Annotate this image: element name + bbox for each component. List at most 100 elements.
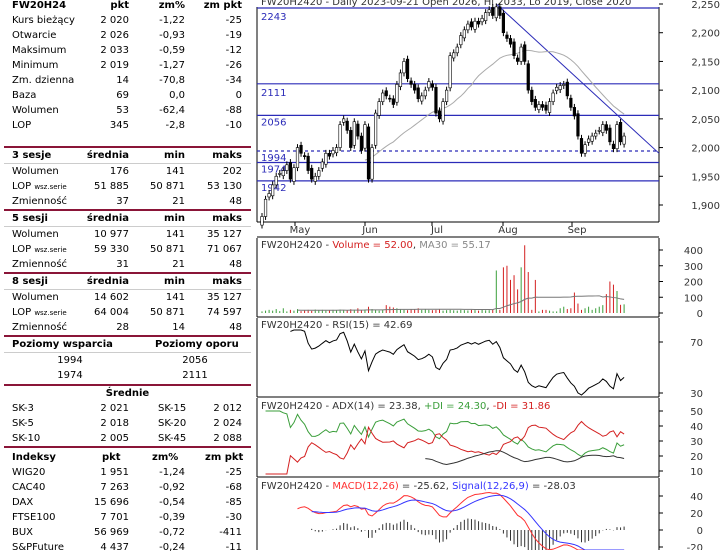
index-value: 7 263 xyxy=(100,482,129,493)
sessions-value: 53 130 xyxy=(207,181,242,192)
quote-label: Kurs bieżący xyxy=(12,15,75,26)
sessions-value: 202 xyxy=(222,166,242,177)
average-value: 2 088 xyxy=(213,433,242,444)
candle xyxy=(317,170,321,177)
candle xyxy=(363,124,367,149)
candle xyxy=(565,81,569,97)
candle xyxy=(551,92,555,102)
row-label: Zmienność xyxy=(12,322,68,333)
quote-row: Otwarcie 2 026 -0,93 -19 xyxy=(0,28,255,43)
sessions-value: 74 597 xyxy=(207,307,242,318)
sessions-value: 28 xyxy=(116,322,129,333)
candle xyxy=(331,150,335,155)
candle xyxy=(487,9,491,13)
signal-line xyxy=(311,494,625,551)
quote-value: -88 xyxy=(225,105,242,116)
candle xyxy=(366,126,371,180)
index-name: BUX xyxy=(12,527,34,538)
macd-tick-label: 40 xyxy=(690,492,703,503)
index-name: FTSE100 xyxy=(12,512,56,523)
index-value: -30 xyxy=(225,512,242,523)
volume-tick-label: 0 xyxy=(697,309,703,320)
index-value: 56 969 xyxy=(94,527,129,538)
index-value: -0,24 xyxy=(159,542,185,553)
candle xyxy=(601,124,605,133)
candle xyxy=(377,101,381,116)
candle xyxy=(374,112,378,146)
sessions-value: 48 xyxy=(229,196,242,207)
average-row: SK-5 2 018 SK-20 2 024 xyxy=(0,416,255,431)
sessions-col: min xyxy=(164,276,185,287)
sessions-value: 21 xyxy=(172,196,185,207)
average-row: SK-3 2 021 SK-15 2 012 xyxy=(0,401,255,416)
volume-tick-label: 300 xyxy=(684,262,703,273)
candle xyxy=(476,20,481,25)
index-value: -411 xyxy=(219,527,242,538)
levels-header: Poziomy wsparcia Poziomy oporu xyxy=(0,337,255,352)
price-tick-label: 1,950 xyxy=(691,172,720,183)
col-zm-pkt: zm pkt xyxy=(205,452,244,463)
index-row: DAX 15 696 -0,54 -85 xyxy=(0,495,255,510)
index-value: 15 696 xyxy=(94,497,129,508)
sessions-value: 141 xyxy=(165,229,185,240)
candle xyxy=(313,175,317,182)
level-label: 2111 xyxy=(261,88,286,99)
average-label: SK-10 xyxy=(12,433,41,444)
candle xyxy=(271,184,275,197)
sessions-value: 50 871 xyxy=(150,244,185,255)
quote-row: Maksimum 2 033 -0,59 -12 xyxy=(0,43,255,58)
quote-label: Wolumen xyxy=(12,105,59,116)
chart-title: FW20H2420 - Daily 2023-09-21 Open 2026, … xyxy=(261,0,631,8)
quote-panel: FW20H24 pkt zm% zm pkt Kurs bieżący 2 020… xyxy=(0,0,255,553)
adx-tick-label: 50 xyxy=(690,407,703,418)
average-value: 2 021 xyxy=(100,403,129,414)
sessions-row-label: LOP wsz.serie xyxy=(12,305,67,321)
adx-tick-label: 20 xyxy=(690,452,703,463)
candle xyxy=(547,101,552,113)
price-tick-label: 2,050 xyxy=(691,115,720,126)
level-label: 1974 xyxy=(261,165,286,176)
candle xyxy=(263,198,268,217)
sessions-col: min xyxy=(164,213,185,224)
quote-header: FW20H24 pkt zm% zm pkt xyxy=(0,0,255,13)
sessions-header: 8 sesji średnia min maks xyxy=(0,274,255,289)
support-level: 1994 xyxy=(57,355,83,366)
index-row: CAC40 7 263 -0,92 -68 xyxy=(0,480,255,495)
candle xyxy=(299,144,303,154)
col-pkt: pkt xyxy=(102,452,121,463)
adx-label: FW20H2420 - ADX(14) = 23.38, +DI = 24.30… xyxy=(261,401,550,412)
candle xyxy=(352,121,356,146)
average-label: SK-15 xyxy=(158,403,187,414)
index-value: -25 xyxy=(225,467,242,478)
candle xyxy=(558,85,562,90)
volume-tick-label: 400 xyxy=(684,246,703,257)
index-value: -0,54 xyxy=(159,497,185,508)
index-value: -68 xyxy=(225,482,242,493)
sessions-value: 59 330 xyxy=(94,244,129,255)
adx-tick-label: 40 xyxy=(690,422,703,433)
candle xyxy=(391,98,395,105)
rsi-tick-label: 70 xyxy=(690,338,703,349)
candle xyxy=(505,34,509,39)
sessions-row: Wolumen 10 977 141 35 127 xyxy=(0,227,255,242)
candle xyxy=(356,123,360,137)
row-label: Zmienność xyxy=(12,259,68,270)
candle xyxy=(388,97,392,100)
quote-label: Maksimum xyxy=(12,45,67,56)
quote-value: -10 xyxy=(225,120,242,131)
candle xyxy=(381,92,385,102)
sessions-row: Zmienność 28 14 48 xyxy=(0,320,255,335)
candle xyxy=(544,104,548,111)
index-name: S&PFuture xyxy=(12,542,65,553)
candle xyxy=(576,113,580,137)
candle xyxy=(523,44,527,62)
sessions-value: 50 871 xyxy=(150,181,185,192)
quote-label: Otwarcie xyxy=(12,30,57,41)
sessions-row: LOP wsz.serie 64 004 50 871 74 597 xyxy=(0,305,255,320)
volume-ma-line xyxy=(297,295,625,311)
quote-row: Zm. dzienna 14 -70,8 -34 xyxy=(0,73,255,88)
sessions-value: 141 xyxy=(165,166,185,177)
sessions-value: 37 xyxy=(116,196,129,207)
candle xyxy=(310,167,314,180)
candle xyxy=(349,130,353,148)
